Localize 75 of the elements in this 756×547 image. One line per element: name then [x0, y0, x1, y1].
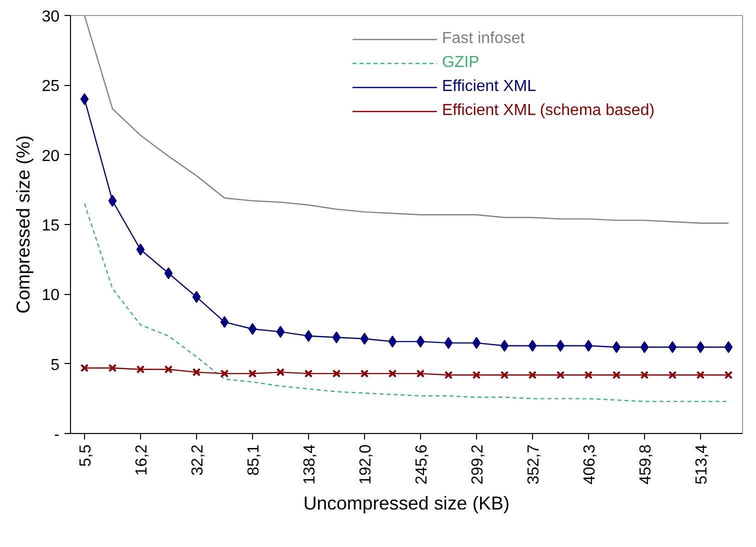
point [668, 370, 677, 380]
x-tick-label: 459,8 [638, 444, 654, 485]
point [696, 370, 705, 380]
point [304, 369, 313, 378]
point [556, 370, 565, 380]
x-tick-label: 85,1 [246, 444, 262, 476]
point [528, 370, 537, 380]
point [304, 330, 313, 342]
point [668, 341, 677, 354]
point [444, 336, 453, 349]
text: GZIP [442, 54, 480, 72]
point [444, 370, 453, 380]
point [248, 323, 257, 335]
x-tick-label: 5,5 [78, 444, 94, 467]
point [388, 369, 397, 378]
point [80, 93, 89, 106]
x-tick-label: 406,3 [582, 444, 598, 485]
point [80, 364, 89, 372]
point [500, 370, 509, 380]
x-tick-label: 32,2 [190, 444, 206, 476]
x-axis-title: Uncompressed size (KB) [303, 492, 510, 514]
point [164, 365, 173, 374]
x-tick-label: 352,7 [526, 444, 542, 485]
line-series [84, 16, 730, 224]
y-axis-title: Compressed size (%) [12, 135, 34, 314]
point [640, 370, 649, 380]
point [416, 336, 425, 348]
point [332, 369, 341, 378]
y-tick-label: 5 [50, 356, 60, 374]
point [528, 340, 537, 352]
point [472, 370, 481, 380]
point [584, 370, 593, 380]
point [388, 336, 397, 348]
point [696, 341, 705, 354]
point [108, 194, 117, 207]
y-tick-label: 10 [42, 287, 60, 304]
x-tick-label: 138,4 [302, 444, 318, 485]
text: Fast infoset [442, 30, 525, 48]
y-tick-label: - [54, 426, 60, 444]
y-tick-label: 30 [42, 8, 60, 26]
x-tick-label: 16,2 [134, 444, 150, 476]
line-series [84, 203, 730, 402]
point [500, 340, 509, 352]
point [332, 331, 341, 344]
point [136, 365, 145, 374]
point [248, 369, 257, 378]
point [640, 341, 649, 354]
point [612, 370, 621, 380]
point [276, 326, 285, 338]
point [220, 316, 229, 328]
point [612, 341, 621, 354]
point [724, 341, 733, 354]
point [192, 368, 201, 376]
y-tick-label: 25 [42, 78, 60, 96]
point [416, 369, 425, 378]
point [220, 369, 229, 378]
point [724, 370, 733, 380]
point [276, 368, 285, 376]
point [584, 340, 593, 352]
x-tick-label: 513,4 [694, 444, 710, 485]
point [136, 244, 145, 256]
y-tick-label: 15 [42, 218, 60, 234]
point [192, 290, 201, 303]
point [360, 369, 369, 378]
point [472, 336, 481, 349]
text: Efficient XML [442, 78, 536, 96]
point [360, 332, 369, 345]
point [556, 340, 565, 352]
x-tick-label: 245,6 [414, 444, 430, 485]
point [164, 267, 173, 280]
point [108, 364, 117, 372]
x-tick-label: 299,2 [470, 444, 486, 485]
y-tick-label: 20 [42, 148, 60, 165]
text: Efficient XML (schema based) [442, 102, 655, 120]
x-tick-label: 192,0 [358, 444, 374, 485]
